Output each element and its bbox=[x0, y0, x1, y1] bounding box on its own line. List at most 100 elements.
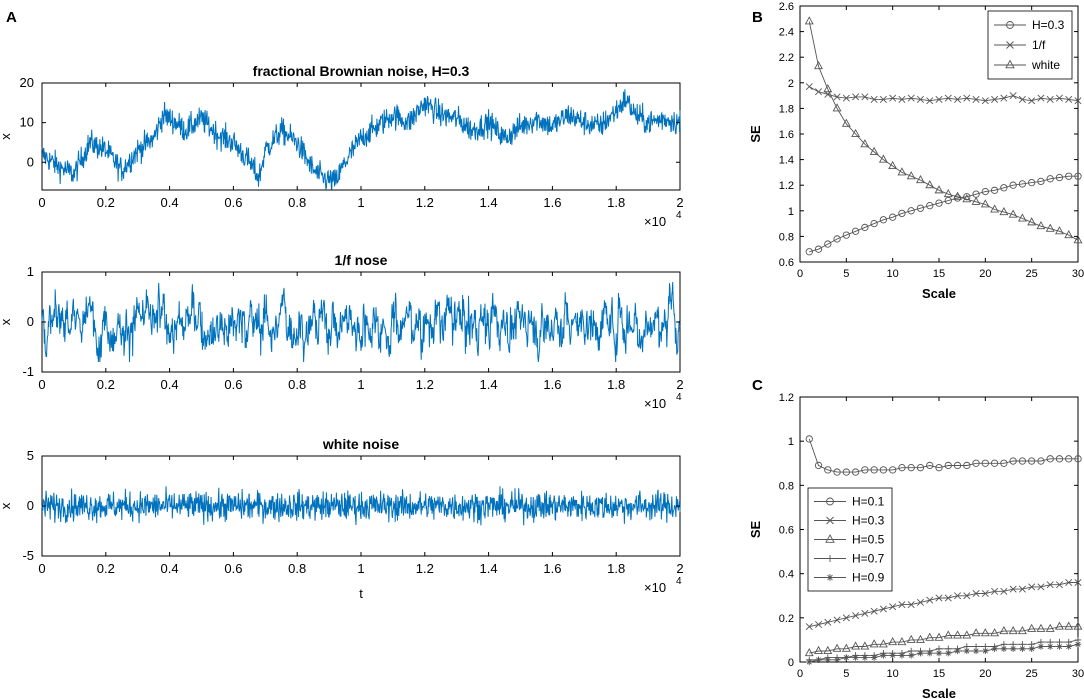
marker-x bbox=[898, 601, 906, 609]
marker-circle bbox=[805, 435, 813, 443]
marker-star bbox=[1037, 643, 1045, 650]
marker-triangle bbox=[1008, 625, 1018, 635]
marker-circle bbox=[826, 497, 834, 506]
marker-star bbox=[870, 654, 878, 661]
x-tick-label: 0.2 bbox=[97, 377, 115, 392]
marker-circle bbox=[824, 466, 832, 474]
marker-star bbox=[935, 649, 943, 657]
panel-label: C bbox=[752, 377, 763, 394]
marker-x bbox=[852, 612, 860, 620]
marker-star bbox=[1065, 643, 1072, 650]
marker-x bbox=[1046, 581, 1054, 589]
marker-triangle bbox=[999, 625, 1009, 635]
marker-circle bbox=[870, 219, 878, 228]
panel-label: A bbox=[6, 9, 17, 26]
marker-plus bbox=[826, 555, 834, 562]
legend-box bbox=[987, 10, 1073, 80]
marker-star bbox=[852, 654, 859, 661]
marker-circle bbox=[833, 468, 841, 476]
x-tick-label: 1.2 bbox=[416, 561, 434, 576]
marker-triangle bbox=[906, 171, 916, 180]
marker-circle bbox=[907, 464, 915, 472]
marker-triangle bbox=[814, 645, 823, 654]
marker-x bbox=[879, 95, 887, 103]
marker-x bbox=[842, 94, 850, 102]
marker-circle bbox=[907, 207, 915, 215]
y-tick-label: 0.8 bbox=[779, 231, 794, 243]
panel-label: B bbox=[752, 9, 763, 26]
marker-triangle bbox=[832, 643, 842, 652]
x-tick-label: 0 bbox=[797, 268, 803, 280]
marker-star bbox=[908, 652, 915, 659]
marker-circle bbox=[861, 223, 869, 232]
marker-star bbox=[972, 647, 980, 655]
marker-circle bbox=[1074, 172, 1082, 180]
marker-circle bbox=[1009, 457, 1017, 465]
y-axis-label: x bbox=[0, 318, 13, 325]
marker-triangle bbox=[962, 630, 972, 639]
marker-x bbox=[1055, 94, 1063, 102]
x-tick-label: 1.2 bbox=[416, 195, 434, 210]
series-line bbox=[809, 175, 1078, 253]
x-tick-label: 0 bbox=[797, 668, 803, 680]
x-tick-label: 1 bbox=[357, 195, 364, 210]
marker-triangle bbox=[916, 174, 925, 184]
x-tick-label: 15 bbox=[933, 268, 945, 280]
series-H=0.9 bbox=[806, 641, 1082, 666]
x-tick-label: 0.4 bbox=[161, 561, 179, 576]
marker-triangle bbox=[943, 189, 953, 198]
marker-x bbox=[1055, 581, 1063, 589]
marker-circle bbox=[870, 466, 878, 474]
panel-C: C 0 5 10 15 20 25 30 0 0.2 0.4 0.6 0.8 1 1.2 SE Scale H=0… bbox=[748, 377, 1084, 699]
marker-star bbox=[880, 652, 887, 659]
marker-x bbox=[935, 95, 943, 103]
marker-circle bbox=[1055, 455, 1064, 463]
marker-x bbox=[972, 95, 980, 103]
y-axis-label: SE bbox=[748, 521, 763, 539]
series-H=0.1 bbox=[805, 435, 1082, 476]
series-line bbox=[41, 281, 681, 363]
x-tick-label: 1.8 bbox=[607, 377, 625, 392]
series-line bbox=[809, 643, 1079, 663]
series-H=0.3 bbox=[805, 172, 1082, 256]
x-multiplier-exponent: 4 bbox=[676, 576, 682, 587]
marker-x bbox=[1018, 95, 1026, 103]
marker-circle bbox=[1074, 455, 1082, 463]
marker-x bbox=[944, 594, 952, 602]
marker-triangle bbox=[943, 630, 953, 639]
marker-x bbox=[870, 95, 878, 103]
marker-circle bbox=[814, 245, 823, 253]
y-axis-label: x bbox=[0, 502, 13, 509]
x-tick-label: 1.8 bbox=[607, 195, 625, 210]
marker-x bbox=[861, 93, 869, 101]
marker-star bbox=[843, 654, 850, 661]
marker-circle bbox=[935, 199, 943, 207]
marker-triangle bbox=[1064, 621, 1074, 630]
marker-circle bbox=[1065, 455, 1073, 463]
x-tick-label: 2 bbox=[676, 377, 683, 392]
series-line bbox=[809, 86, 1079, 102]
marker-x bbox=[898, 95, 906, 103]
marker-star bbox=[833, 656, 841, 663]
marker-triangle bbox=[841, 118, 851, 127]
marker-x bbox=[926, 97, 934, 105]
marker-star bbox=[898, 652, 906, 659]
x-multiplier: ×10 bbox=[644, 580, 666, 595]
x-tick-label: 5 bbox=[843, 668, 849, 680]
marker-triangle bbox=[990, 204, 1000, 213]
marker-triangle bbox=[878, 154, 888, 163]
marker-triangle bbox=[804, 16, 814, 25]
marker-x bbox=[954, 592, 962, 600]
marker-circle bbox=[842, 231, 850, 239]
marker-x bbox=[1028, 97, 1036, 105]
marker-triangle bbox=[953, 191, 962, 200]
x-tick-label: 1.4 bbox=[480, 195, 498, 210]
marker-circle bbox=[963, 193, 971, 201]
marker-triangle bbox=[888, 636, 898, 646]
legend: H=0.3 1/f white bbox=[987, 10, 1073, 80]
marker-triangle bbox=[1036, 221, 1046, 230]
marker-circle bbox=[990, 186, 999, 194]
marker-star bbox=[806, 658, 813, 666]
marker-x bbox=[916, 95, 924, 103]
